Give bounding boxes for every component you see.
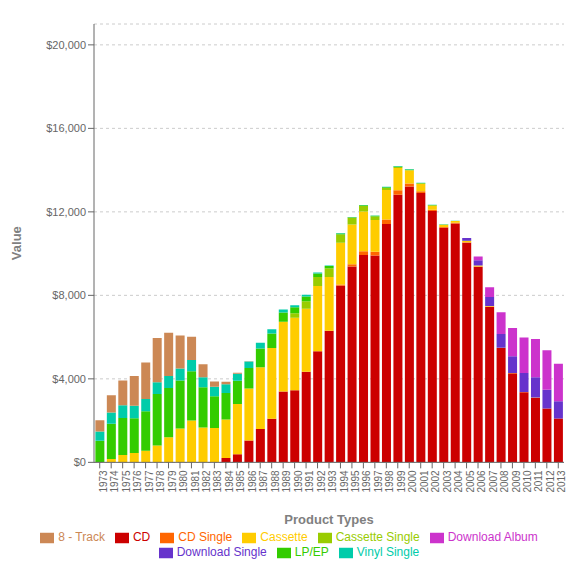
html-text:LP/EP: LP/EP [294,545,329,560]
html-text:Download Single: Download Single [176,545,267,560]
svg-text:1994: 1994 [339,470,350,493]
svg-text:2007: 2007 [488,470,499,493]
svg-text:1990: 1990 [293,470,304,493]
svg-text:$0: $0 [74,456,86,468]
svg-text:1987: 1987 [258,470,269,493]
svg-text:1985: 1985 [235,470,246,493]
svg-text:2002: 2002 [430,470,441,493]
svg-text:1975: 1975 [121,470,132,493]
svg-text:2010: 2010 [522,470,533,493]
svg-text:1996: 1996 [361,470,372,493]
svg-text:1986: 1986 [247,470,258,493]
html-text:Download Album: Download Album [447,530,538,545]
svg-text:2000: 2000 [407,470,418,493]
svg-text:1997: 1997 [373,470,384,493]
svg-text:2011: 2011 [533,470,544,492]
svg-text:Product Types: Product Types [284,512,373,527]
svg-text:1999: 1999 [396,470,407,493]
svg-text:2012: 2012 [545,470,556,493]
svg-text:1983: 1983 [212,470,223,493]
svg-text:1993: 1993 [327,470,338,493]
svg-text:2004: 2004 [453,470,464,493]
svg-text:1976: 1976 [132,470,143,493]
svg-text:1988: 1988 [270,470,281,493]
svg-text:$12,000: $12,000 [46,206,86,218]
svg-text:1984: 1984 [224,470,235,493]
svg-text:2009: 2009 [511,470,522,493]
svg-text:2006: 2006 [476,470,487,493]
svg-text:$16,000: $16,000 [46,122,86,134]
html-text:Vinyl Single: Vinyl Single [356,545,420,560]
svg-text:2001: 2001 [419,470,430,493]
svg-text:1982: 1982 [201,470,212,493]
svg-text:1978: 1978 [155,470,166,493]
svg-text:1974: 1974 [109,470,120,493]
svg-text:1980: 1980 [178,470,189,493]
svg-text:1991: 1991 [304,470,315,493]
svg-text:1992: 1992 [316,470,327,493]
html-text:8 - Track: 8 - Track [58,530,105,545]
svg-text:Value: Value [9,226,24,260]
svg-text:2003: 2003 [442,470,453,493]
svg-text:2008: 2008 [499,470,510,493]
html-text:CD: CD [132,530,151,545]
html-text:CD Single: CD Single [178,530,233,545]
html-text:Cassette: Cassette [260,530,308,545]
svg-text:$20,000: $20,000 [46,39,86,51]
svg-text:1989: 1989 [281,470,292,493]
svg-text:1973: 1973 [98,470,109,493]
svg-text:1998: 1998 [384,470,395,493]
svg-text:$8,000: $8,000 [52,289,86,301]
svg-text:$4,000: $4,000 [52,373,86,385]
svg-text:2005: 2005 [465,470,476,493]
svg-text:1981: 1981 [190,470,201,493]
svg-text:1977: 1977 [144,470,155,493]
html-text:Cassette Single: Cassette Single [335,530,420,545]
svg-text:1995: 1995 [350,470,361,493]
svg-text:2013: 2013 [556,470,567,493]
svg-text:1979: 1979 [167,470,178,493]
